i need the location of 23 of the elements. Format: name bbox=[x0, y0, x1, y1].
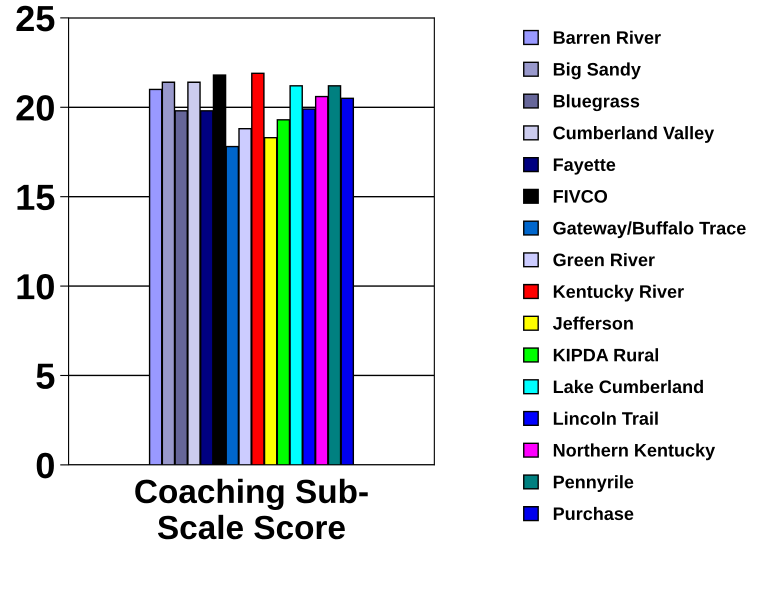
legend-label: Purchase bbox=[554, 506, 634, 520]
y-tick-label: 25 bbox=[16, 6, 54, 32]
legend-label: Green River bbox=[553, 252, 655, 266]
y-tick-label: 5 bbox=[36, 364, 54, 389]
y-tick-label: 20 bbox=[16, 95, 54, 121]
legend-label: Gateway/Buffalo Trace bbox=[553, 221, 746, 238]
legend-label: Fayette bbox=[554, 158, 616, 175]
legend-label: Pennyrile bbox=[554, 475, 634, 492]
legend-label: Big Sandy bbox=[554, 62, 641, 80]
legend-label: Bluegrass bbox=[554, 94, 640, 112]
legend-label: Kentucky River bbox=[554, 284, 684, 302]
legend-label: Lake Cumberland bbox=[554, 380, 703, 394]
legend-label: Jefferson bbox=[552, 316, 633, 330]
legend-label: FIVCO bbox=[554, 190, 608, 203]
legend-label: Cumberland Valley bbox=[553, 126, 714, 143]
legend-label: Northern Kentucky bbox=[554, 443, 716, 460]
legend-label: KIPDA Rural bbox=[554, 348, 658, 362]
legend-label: Barren River bbox=[554, 30, 661, 44]
legend-label: Lincoln Trail bbox=[554, 412, 658, 425]
y-tick-label: 15 bbox=[17, 184, 54, 210]
y-tick-label: 10 bbox=[17, 274, 54, 300]
x-tick-label: Coaching Sub-Scale Score bbox=[135, 478, 368, 540]
y-tick-label: 0 bbox=[36, 452, 54, 478]
